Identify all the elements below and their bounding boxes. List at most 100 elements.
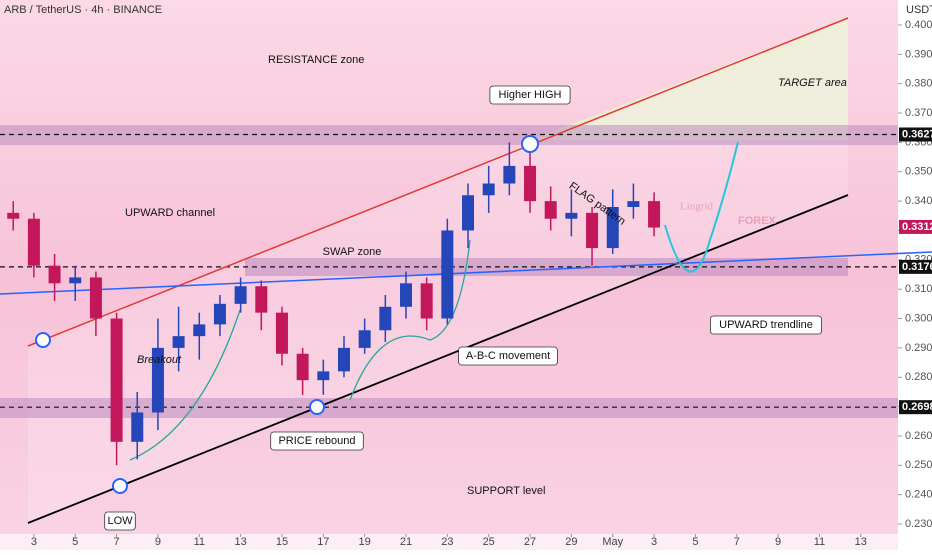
annotation: SUPPORT level: [467, 485, 545, 497]
candle-body: [544, 201, 557, 219]
candle-body: [151, 347, 164, 413]
x-tick-label: 5: [692, 536, 698, 548]
annotation: UPWARD channel: [125, 207, 215, 219]
channel-fill: [28, 18, 848, 523]
price-tag: [899, 259, 932, 274]
candle-body: [89, 277, 102, 319]
annotation: SWAP zone: [323, 246, 382, 258]
price-tag: [899, 127, 932, 142]
candle-body: [172, 336, 185, 348]
candle-body: [420, 283, 433, 319]
candle-body: [7, 212, 20, 219]
candle-body: [255, 286, 268, 313]
x-tick-label: 17: [317, 536, 329, 548]
x-tick-label: 15: [276, 536, 288, 548]
channel-top: [27, 17, 849, 347]
annotation: A-B-C movement: [466, 350, 550, 362]
price-tag-label: 0.3176: [902, 261, 932, 273]
x-tick-label: 9: [155, 536, 161, 548]
price-tag: [899, 400, 932, 415]
x-tick-label: May: [602, 536, 623, 548]
candle-body: [482, 183, 495, 196]
candle-body: [193, 324, 206, 337]
price-axis: [898, 0, 932, 550]
annotation: RESISTANCE zone: [268, 54, 364, 66]
annotation-box: [489, 85, 571, 105]
candle-body: [69, 277, 82, 284]
channel-bottom: [27, 194, 849, 524]
candle-body: [606, 206, 619, 249]
x-tick-label: 23: [441, 536, 453, 548]
support-band: [0, 398, 898, 418]
annotation-box: [104, 511, 136, 531]
y-axis-label: USDT: [906, 4, 932, 16]
x-tick-label: 27: [524, 536, 536, 548]
y-tick-label: 0.4000: [905, 19, 932, 31]
arc: [129, 309, 241, 461]
candle-body: [441, 230, 454, 319]
target-area: [530, 18, 848, 140]
candle-body: [648, 201, 661, 228]
annotation: LOW: [107, 515, 133, 527]
time-axis: [0, 534, 898, 550]
candle-body: [586, 212, 599, 249]
annotation: UPWARD trendline: [719, 319, 813, 331]
annotation-box: [270, 431, 364, 451]
candle-body: [131, 412, 144, 442]
x-tick-label: 3: [651, 536, 657, 548]
candle-body: [524, 165, 537, 202]
annotation-box: [458, 346, 558, 366]
price-tag-label: 0.3312: [902, 221, 932, 233]
chart-title: ARB / TetherUS · 4h · BINANCE: [4, 4, 162, 16]
projection: [664, 141, 739, 273]
resistance-band: [0, 125, 898, 145]
candle-body: [110, 318, 123, 442]
annotation: TARGET area: [778, 77, 847, 89]
candle-body: [213, 303, 226, 325]
annotation: PRICE rebound: [278, 435, 355, 447]
annotation: Lingrid: [680, 201, 713, 213]
annotation: FOREX: [738, 215, 777, 227]
x-tick-label: 11: [814, 536, 825, 548]
pivots: [35, 135, 539, 494]
price-tag-label: 0.2698: [902, 401, 932, 413]
candle-body: [234, 286, 247, 304]
x-tick-label: 21: [400, 536, 412, 548]
x-tick-label: 3: [31, 536, 37, 548]
candle-body: [462, 195, 475, 231]
candle-body: [503, 165, 516, 184]
arc: [349, 239, 471, 401]
x-tick-label: 19: [359, 536, 371, 548]
candle-body: [358, 330, 371, 348]
price-tag-label: 0.3627: [902, 128, 932, 140]
x-tick-label: 9: [775, 536, 781, 548]
candle-body: [627, 201, 640, 207]
x-tick-label: 13: [234, 536, 246, 548]
candle-body: [400, 283, 413, 307]
x-tick-label: 25: [483, 536, 495, 548]
x-tick-label: 5: [72, 536, 78, 548]
candle-body: [275, 312, 288, 354]
candle-body: [379, 306, 392, 331]
candle-body: [337, 347, 350, 372]
x-tick-label: 7: [114, 536, 120, 548]
candle-body: [317, 371, 330, 381]
price-tag: [899, 219, 932, 234]
candle-body: [27, 218, 40, 266]
x-tick-label: 13: [855, 536, 867, 548]
annotation-box: [710, 315, 823, 335]
annotation: Higher HIGH: [499, 89, 562, 101]
